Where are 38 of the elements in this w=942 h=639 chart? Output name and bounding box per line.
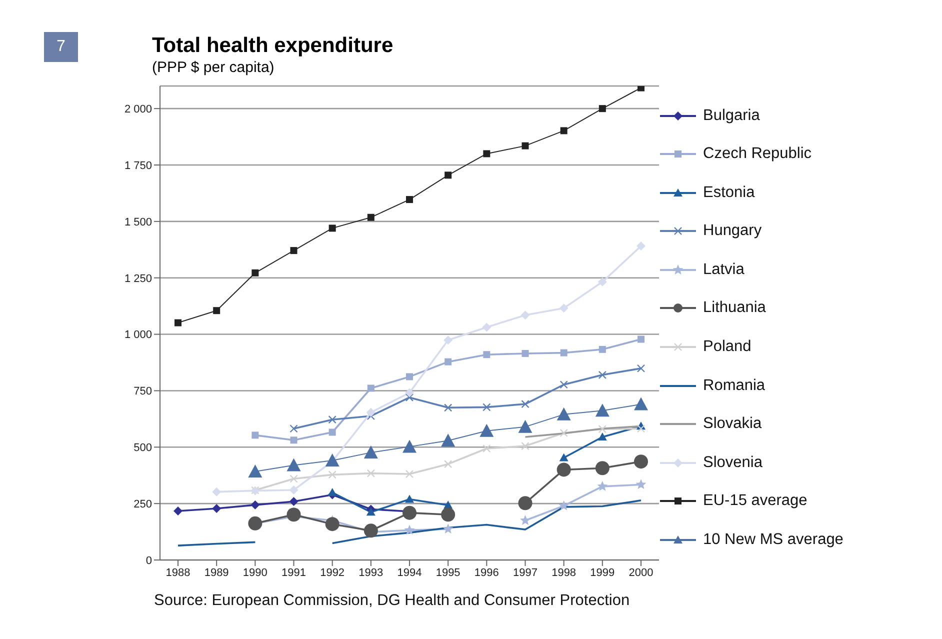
x-tick-label: 1998 bbox=[552, 566, 576, 579]
legend-label: Poland bbox=[703, 338, 752, 356]
legend-label: Slovenia bbox=[703, 454, 762, 472]
source-note: Source: European Commission, DG Health and Consumer Protection bbox=[154, 592, 630, 610]
legend-label: Latvia bbox=[703, 260, 744, 279]
x-tick-label: 1988 bbox=[166, 566, 190, 579]
x-tick-label: 1989 bbox=[204, 566, 229, 579]
legend-label: Slovakia bbox=[703, 415, 762, 434]
y-tick-label: 250 bbox=[134, 498, 152, 510]
y-tick-label: 500 bbox=[134, 442, 152, 454]
y-tick-label: 0 bbox=[146, 554, 152, 567]
x-tick-label: 1995 bbox=[436, 566, 460, 579]
legend-label: Lithuania bbox=[703, 299, 766, 318]
legend-label: Czech Republic bbox=[703, 145, 812, 164]
y-tick-label: 2 000 bbox=[124, 103, 152, 116]
x-tick-label: 1994 bbox=[397, 566, 422, 579]
legend-label: Hungary bbox=[703, 222, 762, 240]
legend-label: 10 New MS average bbox=[703, 531, 844, 550]
chart-subtitle: (PPP $ per capita) bbox=[152, 59, 274, 76]
y-tick-label: 1 250 bbox=[124, 272, 152, 285]
x-tick-label: 1990 bbox=[242, 566, 268, 579]
legend-label: Bulgaria bbox=[703, 106, 760, 124]
y-tick-label: 1 500 bbox=[124, 216, 152, 228]
legend-label: Romania bbox=[703, 376, 766, 395]
chart-title: Total health expenditure bbox=[152, 34, 394, 58]
y-tick-label: 750 bbox=[134, 386, 152, 398]
x-tick-label: 1991 bbox=[282, 566, 306, 579]
y-tick-label: 1 750 bbox=[124, 160, 152, 172]
text: 7 bbox=[44, 32, 78, 62]
y-tick-label: 1 000 bbox=[124, 329, 152, 342]
x-tick-label: 1996 bbox=[474, 566, 499, 579]
x-tick-label: 1999 bbox=[590, 566, 615, 579]
legend-label: Estonia bbox=[703, 184, 755, 202]
x-tick-label: 1993 bbox=[358, 566, 384, 579]
x-tick-label: 1992 bbox=[320, 566, 345, 579]
x-tick-label: 1997 bbox=[513, 566, 538, 579]
legend-label: EU-15 average bbox=[703, 492, 808, 510]
x-tick-label: 2000 bbox=[628, 566, 654, 579]
